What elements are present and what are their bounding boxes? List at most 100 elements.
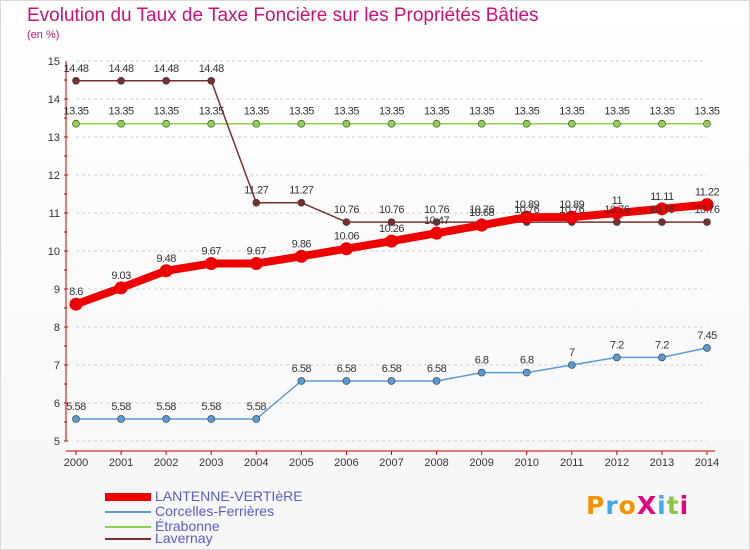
data-point-2 (432, 119, 441, 128)
logo-letter: o (618, 491, 637, 520)
data-point-2 (342, 119, 351, 128)
data-point-2 (252, 119, 261, 128)
data-label-1: 5.58 (247, 401, 267, 413)
data-point-3 (658, 218, 666, 226)
data-point-3 (297, 198, 306, 207)
y-tick-label: 8 (54, 322, 60, 334)
y-tick-label: 13 (48, 132, 60, 144)
data-point-0 (520, 210, 534, 224)
x-tick-label: 2005 (289, 457, 313, 469)
y-tick-label: 12 (48, 170, 60, 182)
data-label-3: 10.76 (649, 204, 674, 216)
data-point-2 (162, 119, 170, 128)
logo-letter: i (679, 491, 690, 520)
x-tick-label: 2004 (244, 457, 268, 469)
x-tick-label: 2013 (650, 457, 674, 469)
x-tick-label: 2001 (109, 457, 133, 469)
y-tick-label: 14 (48, 94, 60, 106)
data-point-0 (475, 218, 489, 232)
data-label-1: 5.58 (156, 401, 176, 413)
data-point-2 (703, 119, 711, 128)
data-point-0 (430, 226, 444, 240)
data-point-3 (342, 218, 351, 226)
data-label-1: 7.2 (655, 339, 669, 351)
data-label-3: 10.76 (469, 204, 494, 216)
data-point-1 (613, 353, 621, 362)
data-point-2 (477, 119, 486, 128)
data-point-1 (72, 415, 80, 423)
logo-letter: X (636, 491, 658, 520)
x-tick-label: 2010 (514, 457, 538, 469)
x-tick-label: 2002 (154, 457, 178, 469)
data-point-1 (252, 415, 261, 423)
data-label-3: 14.48 (154, 63, 179, 75)
data-point-1 (477, 368, 486, 377)
data-label-0: 8.6 (69, 286, 83, 298)
data-label-0: 10.89 (559, 199, 584, 211)
data-label-1: 6.58 (292, 363, 312, 375)
data-point-2 (567, 119, 576, 128)
data-point-2 (117, 119, 125, 128)
data-point-3 (162, 76, 170, 85)
y-tick-label: 5 (54, 436, 60, 448)
data-point-1 (658, 353, 666, 362)
legend-swatch-lavernay (105, 538, 151, 540)
x-tick-label: 2003 (199, 457, 223, 469)
x-tick-label: 2014 (695, 457, 719, 469)
legend-label-lavernay: Lavernay (155, 530, 213, 546)
data-point-0 (655, 202, 669, 216)
data-point-3 (207, 76, 216, 85)
legend-swatch-corcelles (105, 511, 151, 513)
data-label-2: 13.35 (244, 106, 269, 118)
data-point-3 (387, 218, 396, 226)
data-label-0: 10.89 (514, 199, 539, 211)
data-label-3: 14.48 (109, 63, 134, 75)
logo-letter: i (657, 491, 667, 520)
data-label-2: 13.35 (469, 106, 494, 118)
data-point-3 (432, 218, 441, 226)
data-label-1: 6.8 (520, 355, 534, 367)
data-label-3: 14.48 (199, 63, 224, 75)
data-label-2: 13.35 (604, 106, 629, 118)
data-point-2 (207, 119, 216, 128)
data-label-2: 13.35 (424, 106, 449, 118)
legend-swatch-lantenne (105, 493, 151, 501)
x-tick-label: 2012 (605, 457, 629, 469)
x-tick-label: 2007 (379, 457, 403, 469)
data-label-2: 13.35 (154, 106, 179, 118)
data-point-3 (72, 76, 80, 85)
data-label-0: 10.68 (469, 207, 494, 219)
y-tick-label: 9 (54, 284, 60, 296)
data-point-2 (72, 119, 80, 128)
data-point-1 (567, 361, 576, 369)
data-label-0: 11 (612, 195, 623, 207)
data-label-2: 13.35 (109, 106, 134, 118)
data-label-2: 13.35 (379, 106, 404, 118)
x-tick-label: 2006 (334, 457, 358, 469)
data-point-0 (339, 242, 353, 256)
data-point-0 (204, 257, 218, 271)
data-label-0: 9.67 (202, 246, 222, 258)
data-point-2 (297, 119, 306, 128)
data-label-0: 10.26 (379, 223, 404, 235)
data-label-2: 13.35 (514, 106, 539, 118)
data-label-1: 6.8 (475, 355, 489, 367)
data-point-2 (658, 119, 666, 128)
data-point-1 (117, 415, 125, 423)
data-point-3 (252, 198, 261, 207)
legend-label-lantenne: LANTENNE-VERTIèRE (155, 488, 303, 504)
data-label-3: 10.76 (424, 204, 449, 216)
data-label-2: 13.35 (649, 106, 674, 118)
data-point-0 (294, 249, 308, 263)
data-point-0 (159, 264, 173, 278)
logo-letter: t (666, 491, 680, 520)
data-label-3: 14.48 (63, 63, 88, 75)
data-label-3: 11.27 (244, 185, 269, 197)
data-point-3 (703, 218, 711, 226)
data-point-2 (522, 119, 531, 128)
y-tick-label: 6 (54, 398, 60, 410)
legend-label-corcelles: Corcelles-Ferrières (155, 503, 275, 519)
x-tick-label: 2009 (469, 457, 493, 469)
y-tick-label: 7 (54, 360, 60, 372)
